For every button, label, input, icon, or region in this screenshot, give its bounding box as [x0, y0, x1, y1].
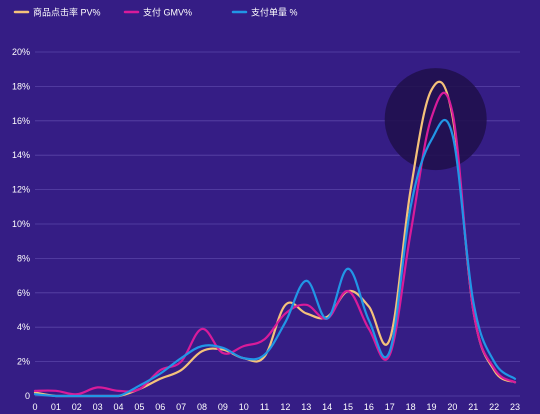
x-tick-label: 04 — [113, 402, 123, 412]
series-line-orders — [33, 118, 517, 398]
legend-label: 支付 GMV% — [143, 7, 192, 18]
x-tick-label: 11 — [260, 402, 269, 412]
y-tick-label: 14% — [12, 150, 30, 160]
peak-highlight-circle — [384, 68, 487, 171]
y-tick-label: 8% — [17, 253, 30, 263]
x-tick-label: 23 — [510, 402, 520, 412]
x-tick-label: 13 — [301, 402, 311, 412]
legend-label: 商品点击率 PV% — [33, 7, 101, 18]
x-tick-label: 21 — [468, 402, 478, 412]
y-tick-label: 12% — [12, 185, 30, 195]
x-tick-label: 16 — [364, 402, 374, 412]
x-tick-label: 01 — [51, 402, 61, 412]
x-tick-label: 05 — [134, 402, 144, 412]
x-tick-label: 18 — [406, 402, 416, 412]
y-tick-label: 16% — [12, 116, 30, 126]
y-tick-label: 10% — [12, 219, 30, 229]
x-tick-label: 12 — [280, 402, 290, 412]
x-tick-label: 09 — [218, 402, 228, 412]
x-tick-label: 14 — [322, 402, 332, 412]
y-tick-label: 6% — [17, 288, 30, 298]
y-tick-label: 4% — [17, 322, 30, 332]
x-tick-label: 19 — [427, 402, 437, 412]
x-tick-label: 03 — [93, 402, 103, 412]
x-tick-label: 17 — [385, 402, 395, 412]
y-tick-label: 18% — [12, 81, 30, 91]
x-tick-label: 0 — [32, 402, 37, 412]
x-tick-label: 02 — [72, 402, 82, 412]
y-tick-label: 0 — [25, 391, 30, 401]
y-tick-label: 20% — [12, 47, 30, 57]
x-tick-label: 10 — [239, 402, 249, 412]
legend-label: 支付单量 % — [251, 7, 298, 18]
x-tick-label: 22 — [489, 402, 499, 412]
x-tick-label: 07 — [176, 402, 186, 412]
x-tick-label: 15 — [343, 402, 353, 412]
x-tick-label: 08 — [197, 402, 207, 412]
x-tick-label: 06 — [155, 402, 165, 412]
x-tick-label: 20 — [447, 402, 457, 412]
y-tick-label: 2% — [17, 357, 30, 367]
